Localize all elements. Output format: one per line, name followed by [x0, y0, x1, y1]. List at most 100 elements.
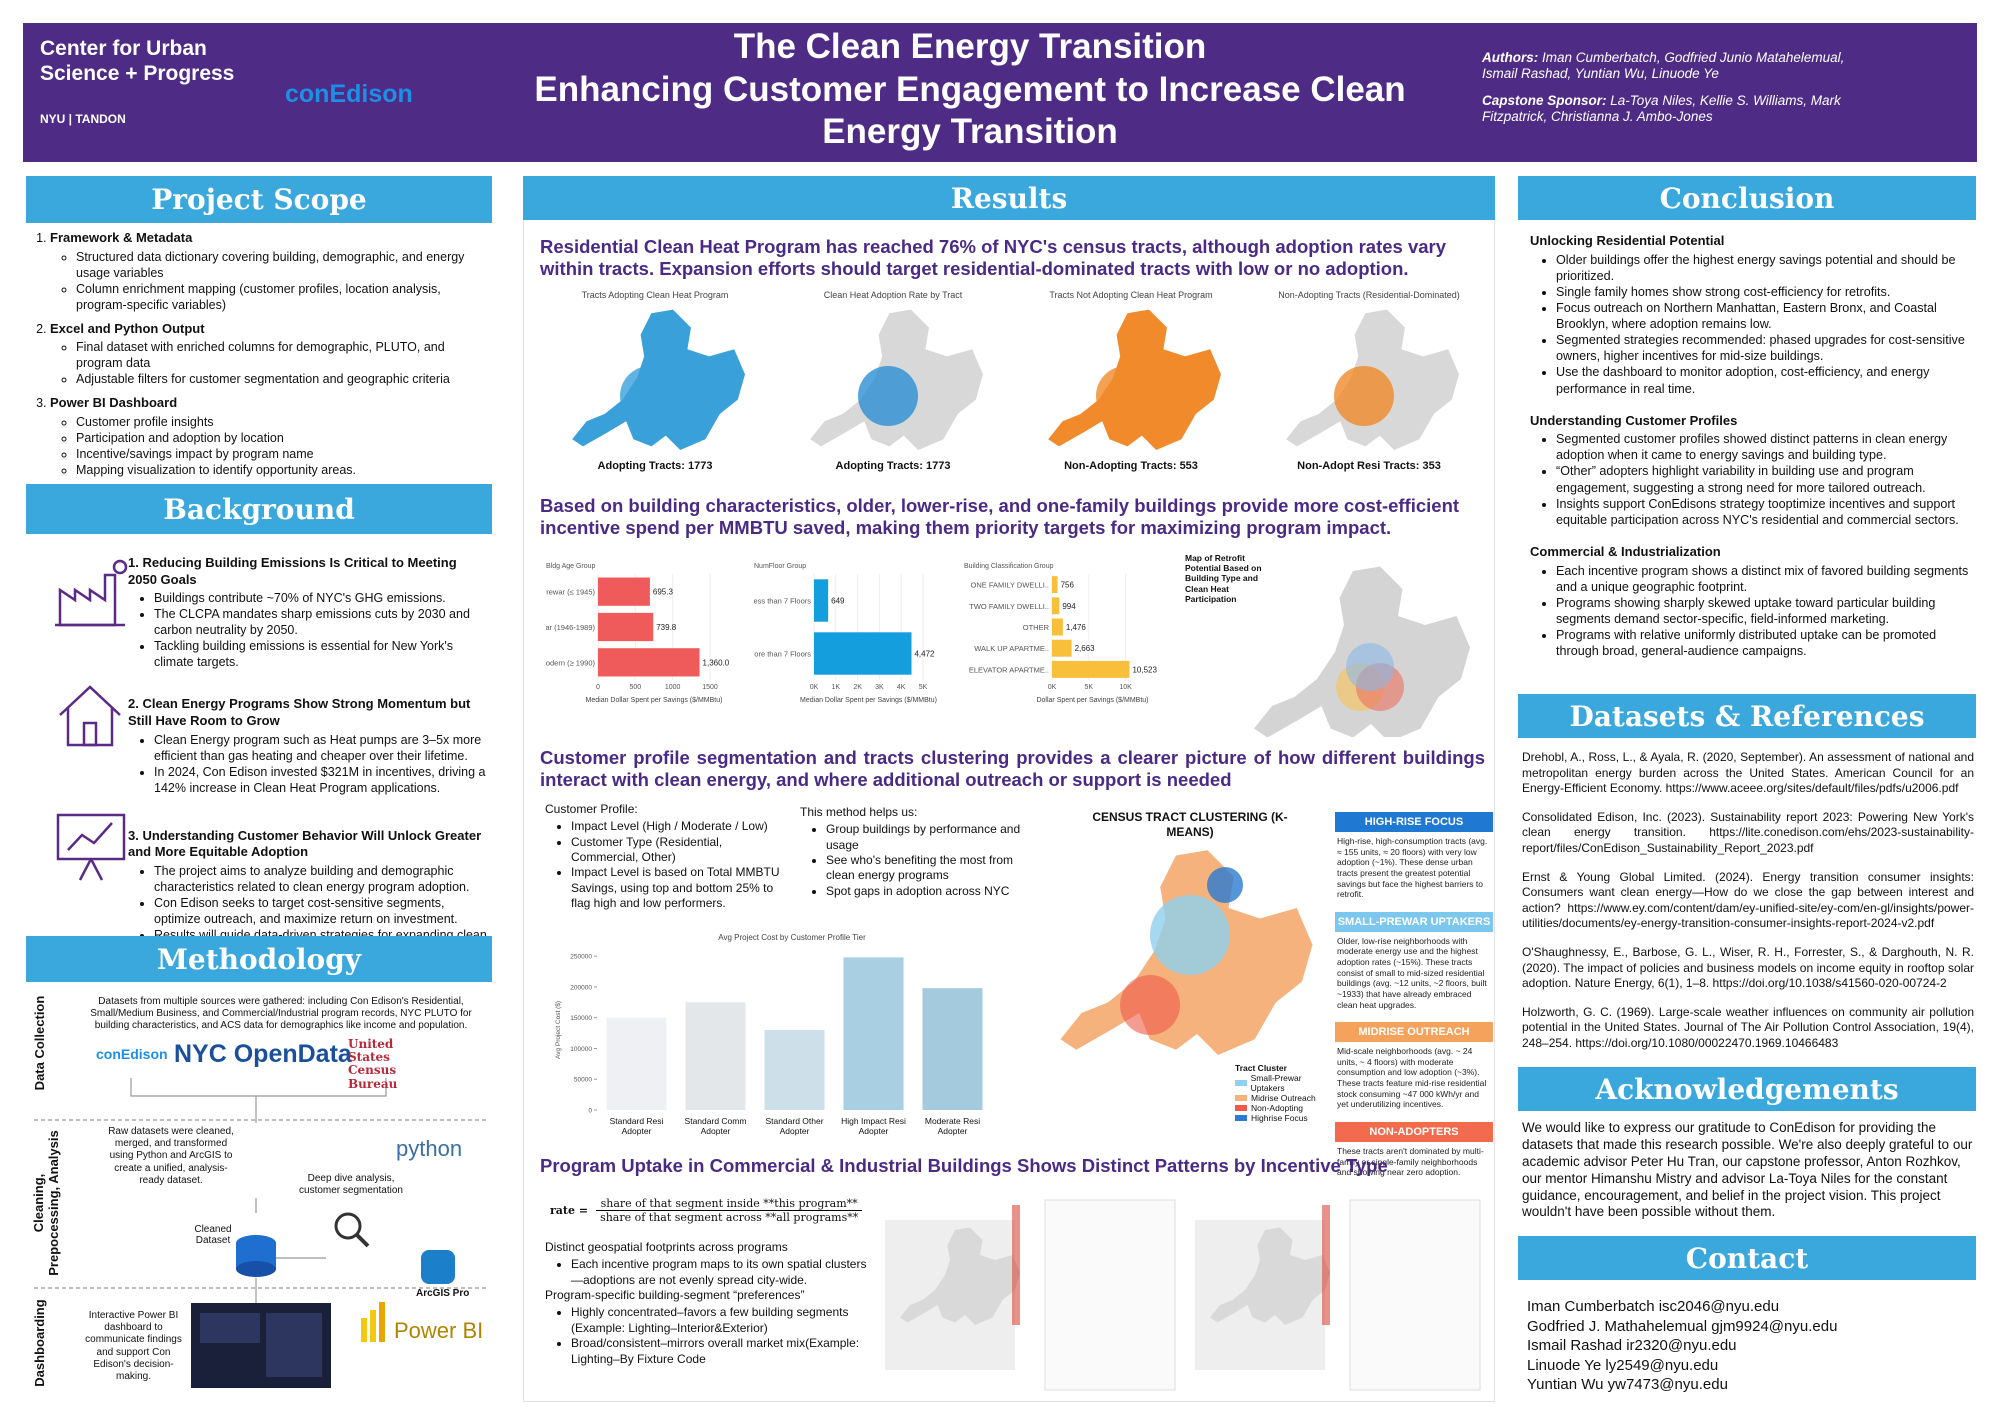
bullet: Impact Level is based on Total MMBTU Sav… — [571, 865, 785, 911]
bullet: Single family homes show strong cost-eff… — [1556, 284, 1970, 300]
x-tick-label: 3K — [875, 684, 884, 691]
legend-swatch — [1235, 1105, 1247, 1111]
background-item-title: 2. Clean Energy Programs Show Strong Mom… — [128, 696, 471, 728]
legend-label: Midrise Outreach — [1251, 1093, 1316, 1103]
stage: Cleaning, Prepocessing, Analysis — [31, 1128, 61, 1278]
bar — [843, 957, 904, 1110]
bullet: Adjustable filters for customer segmenta… — [76, 371, 490, 387]
x-tick-label: 5K — [1085, 684, 1094, 691]
bar — [1052, 597, 1060, 615]
bullet-list: Clean Energy program such as Heat pumps … — [128, 732, 488, 796]
value-label: 695.3 — [653, 588, 674, 597]
bullet: In 2024, Con Edison invested $321M in in… — [154, 764, 488, 796]
bar — [598, 648, 700, 677]
bar-chart: Building Classification Group 0K 5K 10K Doll… — [964, 563, 1158, 704]
cluster-box: SMALL-PREWAR UPTAKERS Older, low-rise nei… — [1335, 911, 1493, 1014]
x-tick-label: Standard Comm Adopter — [684, 1116, 747, 1137]
bar — [814, 579, 829, 622]
x-tick-label: 500 — [629, 684, 641, 691]
category-label: ONE FAMILY DWELLI.. — [971, 581, 1050, 590]
section-header: Contact — [1518, 1236, 1976, 1280]
logo: United States Census Bureau — [348, 1037, 398, 1091]
bar — [764, 1030, 825, 1110]
method-label: This method helps us: — [800, 805, 918, 819]
value-label: 739.8 — [656, 623, 677, 632]
conclusion-subtitle: Commercial & Industrialization — [1530, 543, 1721, 559]
y-tick-label: 50000 — [574, 1077, 592, 1084]
section-header: Project Scope — [26, 176, 492, 223]
chart-title: Building Classification Group — [964, 563, 1054, 570]
bullet: Clean Energy program such as Heat pumps … — [154, 732, 488, 764]
formula-denominator: share of that segment across **all progr… — [600, 1211, 859, 1224]
results-heading: Based on building characteristics, older… — [540, 495, 1460, 539]
cluster-legend: Tract Cluster Small-Prewar Uptakers Midri… — [1235, 1063, 1335, 1123]
scope-item: Framework & Metadata Structured data dict… — [50, 230, 490, 313]
category-label: Prewar (≤ 1945) — [546, 588, 595, 597]
chart-title: NumFloor Group — [754, 563, 806, 570]
value-label: 994 — [1062, 602, 1076, 611]
bullet: Segmented customer profiles showed disti… — [1556, 431, 1970, 463]
value-label: 649 — [831, 597, 845, 606]
bullet: Customer Type (Residential, Commercial, … — [571, 835, 785, 866]
project-scope: Framework & Metadata Structured data dict… — [30, 230, 490, 486]
sponsor-label: Capstone Sponsor: — [1482, 93, 1607, 108]
dashboard-text: Interactive Power BI dashboard to commun… — [85, 1310, 182, 1382]
bullet-list: Highly concentrated–favors a few buildin… — [545, 1305, 875, 1366]
scope-item: Power BI Dashboard Customer profile insig… — [50, 395, 490, 478]
nyu-logo: NYU | TANDON — [40, 112, 126, 126]
bullet: Column enrichment mapping (customer prof… — [76, 281, 490, 313]
bullet: The project aims to analyze building and… — [154, 863, 488, 895]
bar-chart: NumFloor Group 0K 1K 2K 3K 4K 5K Median Dollar … — [754, 563, 937, 704]
category-label: Modern (≥ 1990) — [546, 658, 595, 667]
uptake-figures — [885, 1199, 1481, 1391]
map-title: Non-Adopting Tracts (Residential-Dominat… — [1278, 290, 1460, 300]
bar — [685, 1002, 746, 1110]
map-highlight — [1334, 366, 1394, 426]
category-label: More than 7 Floors — [754, 650, 811, 659]
legend-item: Midrise Outreach — [1235, 1093, 1335, 1103]
conclusion-subtitle: Unlocking Residential Potential — [1530, 233, 1725, 248]
cluster-box-title: SMALL-PREWAR UPTAKERS — [1335, 911, 1493, 932]
bullet: Tackling building emissions is essential… — [154, 638, 488, 670]
y-tick-label: 150000 — [570, 1015, 592, 1022]
cluster-box: MIDRISE OUTREACH Mid-scale neighborhoods … — [1335, 1022, 1493, 1114]
deep-dive-label: Deep dive analysis, customer segmentatio… — [299, 1173, 403, 1196]
legend-swatch — [1235, 1115, 1247, 1121]
bar — [1052, 660, 1130, 678]
map-highlight — [858, 366, 918, 426]
x-tick-label: 2K — [853, 684, 862, 691]
logo: python — [396, 1136, 463, 1161]
bullet-list: Group buildings by performance and usage… — [800, 822, 1025, 899]
title-line: Energy Transition — [822, 112, 1118, 152]
scope-item: Excel and Python Output Final dataset wit… — [50, 321, 490, 388]
x-tick-label: Standard Resi Adopter — [609, 1116, 664, 1137]
category-label: WALK UP APARTME.. — [974, 644, 1049, 653]
x-axis-label: Median Dollar Spent per Savings ($/MMBtu… — [586, 697, 723, 704]
building-charts: Bldg Age Group 0 500 1000 1500 Median Dollar … — [546, 560, 1166, 710]
methodology: Data Collection Cleaning, Prepocessing, … — [26, 988, 492, 1398]
map-title: Tracts Adopting Clean Heat Program — [581, 290, 729, 300]
bullet: Programs with relative uniformly distrib… — [1556, 627, 1970, 659]
sponsor-text: La-Toya Niles, Kellie S. Williams, Mark … — [1482, 93, 1841, 125]
bullet-list: Structured data dictionary covering buil… — [50, 249, 490, 313]
y-tick-label: 200000 — [570, 984, 592, 991]
acknowledgements: We would like to express our gratitude t… — [1522, 1120, 1973, 1220]
cluster-box-title: NON-ADOPTERS — [1335, 1121, 1493, 1142]
cluster-box: NON-ADOPTERS These tracts aren't dominate… — [1335, 1121, 1493, 1182]
authors-text: Iman Cumberbatch, Godfried Junio Matahel… — [1482, 50, 1845, 82]
category-label: ELEVATOR APARTME.. — [969, 665, 1049, 674]
stage-label: Dashboarding — [32, 1299, 47, 1387]
x-tick-label: Moderate Resi Adopter — [924, 1116, 981, 1137]
legend-swatch — [1235, 1080, 1247, 1086]
section-header: Datasets & References — [1518, 694, 1976, 738]
bullet-list: Older buildings offer the highest energy… — [1530, 252, 1970, 397]
bullet: Con Edison seeks to target cost-sensitiv… — [154, 895, 488, 927]
section-header: Background — [26, 484, 492, 534]
section-header: Acknowledgements — [1518, 1067, 1976, 1111]
uptake-intro: Program-specific building-segment “prefe… — [545, 1288, 805, 1303]
results-heading: Customer profile segmentation and tracts… — [540, 747, 1485, 791]
reference: Consolidated Edison, Inc. (2023). Sustai… — [1522, 809, 1974, 855]
cluster-box: HIGH-RISE FOCUS High-rise, high-consumpti… — [1335, 812, 1493, 904]
bullet: Older buildings offer the highest energy… — [1556, 252, 1970, 284]
x-tick-label: 0K — [1048, 684, 1057, 691]
